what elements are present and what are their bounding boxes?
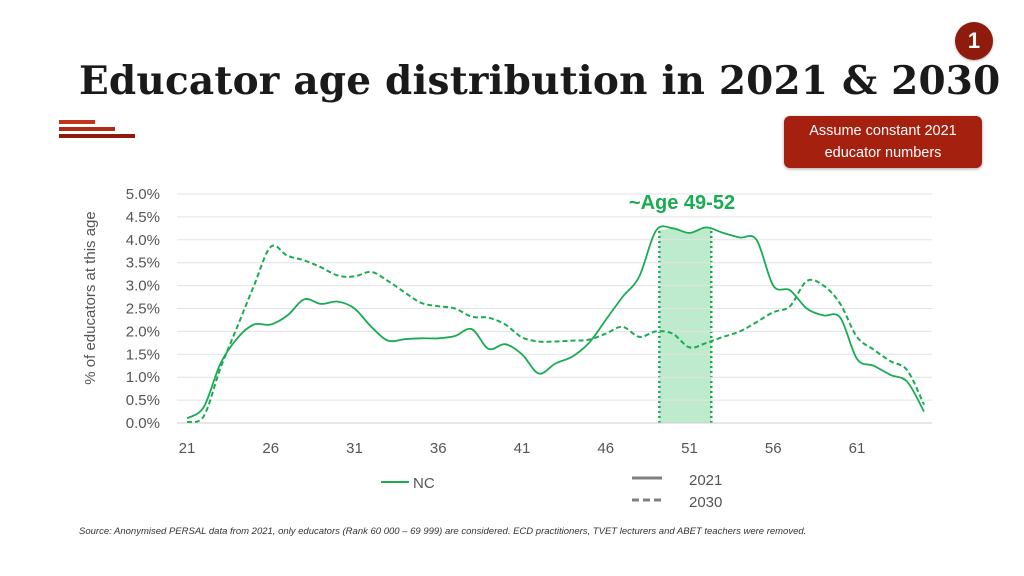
highlight-region bbox=[658, 227, 713, 423]
y-tick-label: 4.5% bbox=[126, 209, 160, 226]
y-tick-label: 1.5% bbox=[126, 346, 160, 363]
assumption-note-text: Assume constant 2021 educator numbers bbox=[809, 123, 957, 161]
y-tick-label: 0.5% bbox=[126, 392, 160, 409]
series-line-2030 bbox=[186, 244, 925, 424]
highlight-annotation: ~Age 49-52 bbox=[629, 192, 735, 214]
highlight-fill bbox=[659, 227, 712, 423]
series-lines bbox=[186, 225, 925, 424]
y-tick-label: 2.0% bbox=[126, 323, 160, 340]
legend-label-2030: 2030 bbox=[689, 494, 722, 511]
y-tick-label: 2.5% bbox=[126, 301, 160, 318]
y-tick-label: 3.5% bbox=[126, 255, 160, 272]
grid-lines bbox=[177, 193, 932, 424]
page-number-badge: 1 bbox=[955, 22, 993, 60]
y-tick-label: 0.0% bbox=[126, 415, 160, 432]
assumption-note-box: Assume constant 2021 educator numbers bbox=[784, 116, 982, 168]
x-tick-label: 41 bbox=[514, 440, 531, 457]
x-tick-label: 56 bbox=[765, 440, 782, 457]
x-axis-ticks: 21 26 31 36 41 46 51 56 61 bbox=[179, 440, 866, 457]
title-decoration bbox=[59, 120, 135, 141]
y-tick-label: 4.0% bbox=[126, 232, 160, 249]
x-tick-label: 46 bbox=[597, 440, 614, 457]
source-footnote: Source: Anonymised PERSAL data from 2021… bbox=[79, 526, 807, 537]
legend-label-nc: NC bbox=[413, 475, 435, 492]
y-axis-ticks: 0.0% 0.5% 1.0% 1.5% 2.0% 2.5% 3.0% 3.5% 4.0% 4.5%… bbox=[126, 186, 160, 432]
y-axis-label: % of educators at this age bbox=[82, 211, 99, 384]
x-tick-label: 31 bbox=[346, 440, 363, 457]
legend-label-2021: 2021 bbox=[689, 472, 722, 489]
x-tick-label: 51 bbox=[681, 440, 698, 457]
y-tick-label: 3.0% bbox=[126, 278, 160, 295]
legend: NC 2021 2030 bbox=[381, 472, 722, 511]
x-tick-label: 21 bbox=[179, 440, 196, 457]
series-line-2021 bbox=[186, 225, 925, 420]
page-title: Educator age distribution in 2021 & 2030 bbox=[79, 58, 1001, 104]
x-tick-label: 26 bbox=[262, 440, 279, 457]
y-tick-label: 1.0% bbox=[126, 369, 160, 386]
y-tick-label: 5.0% bbox=[126, 186, 160, 203]
x-tick-label: 36 bbox=[430, 440, 447, 457]
x-tick-label: 61 bbox=[849, 440, 866, 457]
